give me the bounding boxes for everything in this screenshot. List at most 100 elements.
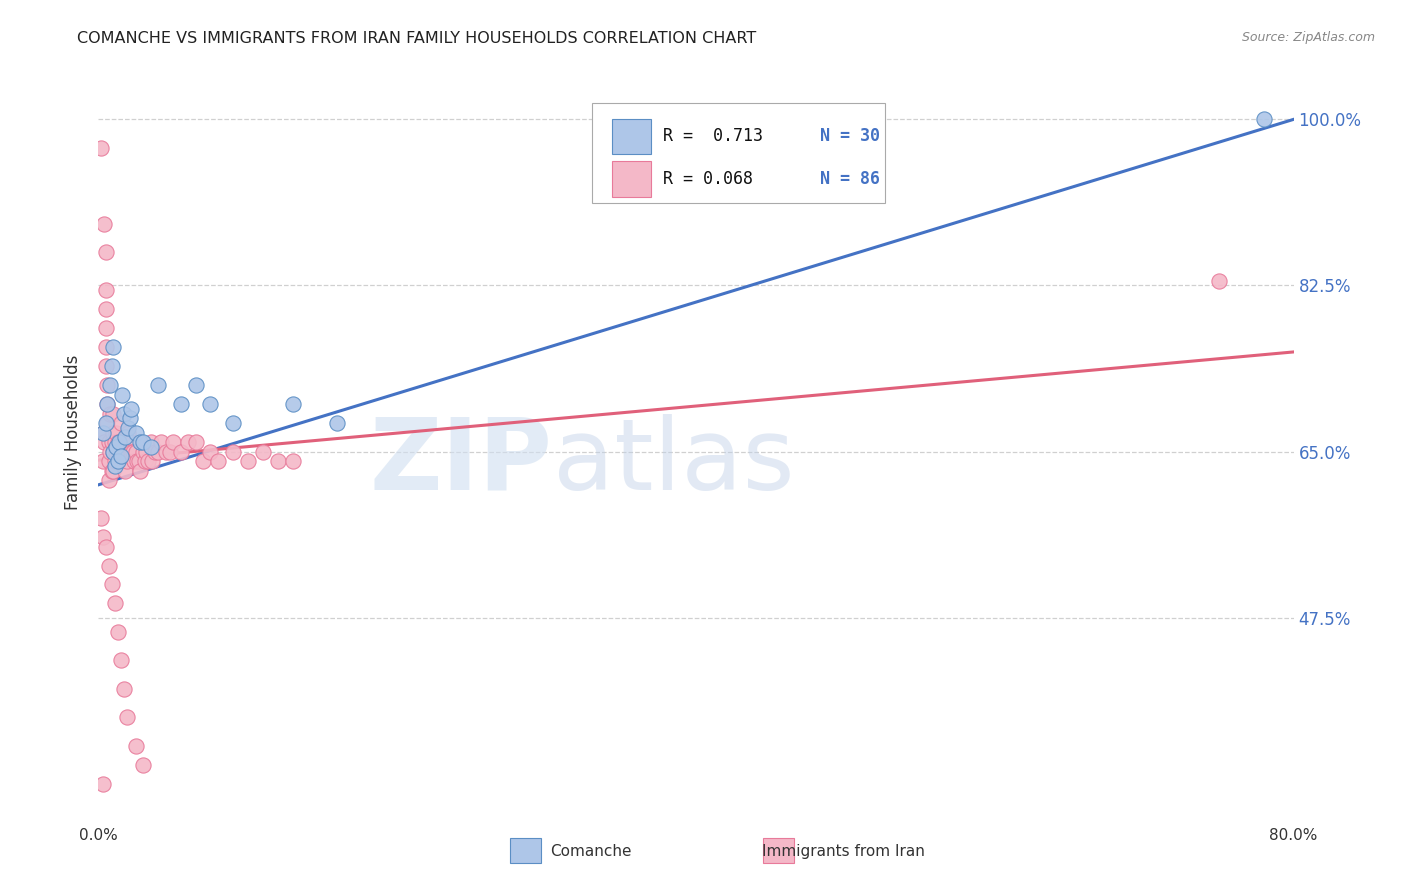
- Point: [114, 430, 136, 444]
- Point: [267, 454, 290, 468]
- Point: [128, 454, 150, 468]
- Point: [148, 444, 170, 458]
- Point: [200, 444, 222, 458]
- Point: [103, 407, 125, 421]
- Bar: [510, 838, 541, 863]
- Point: [177, 435, 200, 450]
- Point: [94, 302, 117, 317]
- Point: [108, 435, 131, 450]
- Text: R =  0.713: R = 0.713: [662, 128, 762, 145]
- Point: [105, 425, 128, 440]
- Point: [120, 401, 142, 416]
- Point: [159, 444, 181, 458]
- Point: [127, 454, 149, 468]
- Point: [91, 777, 114, 791]
- Point: [105, 444, 128, 458]
- Point: [115, 710, 138, 724]
- Point: [97, 473, 120, 487]
- Point: [118, 411, 141, 425]
- Point: [143, 444, 166, 458]
- Point: [110, 450, 132, 464]
- Point: [94, 321, 117, 335]
- Bar: [763, 838, 794, 863]
- Point: [184, 435, 207, 450]
- Bar: [613, 119, 651, 154]
- Point: [97, 454, 120, 468]
- Text: Immigrants from Iran: Immigrants from Iran: [762, 845, 925, 859]
- Point: [94, 416, 117, 430]
- Point: [136, 454, 159, 468]
- Point: [125, 444, 148, 458]
- Point: [139, 440, 162, 454]
- Point: [117, 425, 139, 440]
- Text: N = 30: N = 30: [820, 128, 880, 145]
- Point: [222, 444, 245, 458]
- Point: [107, 435, 129, 450]
- Point: [90, 141, 112, 155]
- Point: [252, 444, 274, 458]
- Point: [103, 340, 125, 354]
- Point: [118, 435, 141, 450]
- Point: [111, 387, 134, 401]
- Point: [222, 416, 245, 430]
- Point: [236, 454, 259, 468]
- Point: [104, 597, 127, 611]
- Point: [139, 435, 162, 450]
- Point: [103, 464, 125, 478]
- Point: [132, 435, 155, 450]
- Point: [96, 397, 118, 411]
- Point: [155, 444, 177, 458]
- Point: [94, 245, 117, 260]
- Point: [112, 681, 135, 696]
- Point: [326, 416, 349, 430]
- Point: [1208, 274, 1230, 288]
- Point: [191, 454, 214, 468]
- Point: [94, 540, 117, 554]
- Point: [97, 558, 120, 573]
- Text: COMANCHE VS IMMIGRANTS FROM IRAN FAMILY HOUSEHOLDS CORRELATION CHART: COMANCHE VS IMMIGRANTS FROM IRAN FAMILY …: [77, 31, 756, 46]
- Point: [117, 421, 139, 435]
- Point: [141, 454, 163, 468]
- Point: [98, 444, 122, 458]
- Point: [101, 464, 124, 478]
- Text: N = 86: N = 86: [820, 170, 880, 188]
- Point: [281, 397, 304, 411]
- Point: [115, 454, 138, 468]
- Point: [101, 435, 124, 450]
- Point: [103, 425, 125, 440]
- Point: [98, 407, 122, 421]
- Text: 80.0%: 80.0%: [1270, 828, 1317, 843]
- Point: [93, 217, 115, 231]
- Point: [120, 444, 142, 458]
- Point: [110, 416, 132, 430]
- Point: [96, 397, 118, 411]
- Point: [150, 435, 173, 450]
- Point: [125, 739, 148, 753]
- Point: [94, 340, 117, 354]
- Point: [114, 464, 136, 478]
- Point: [129, 435, 152, 450]
- Point: [169, 397, 191, 411]
- Text: 0.0%: 0.0%: [79, 828, 118, 843]
- Point: [124, 454, 146, 468]
- Point: [91, 454, 114, 468]
- Point: [104, 454, 127, 468]
- Point: [91, 530, 114, 544]
- Point: [110, 653, 132, 667]
- Point: [94, 359, 117, 374]
- Point: [129, 464, 152, 478]
- Y-axis label: Family Households: Family Households: [65, 355, 83, 510]
- Point: [125, 425, 148, 440]
- Point: [132, 757, 155, 772]
- Point: [101, 359, 124, 374]
- Text: Source: ZipAtlas.com: Source: ZipAtlas.com: [1241, 31, 1375, 45]
- Point: [281, 454, 304, 468]
- Point: [108, 444, 131, 458]
- Point: [132, 444, 155, 458]
- FancyBboxPatch shape: [592, 103, 884, 203]
- Point: [114, 444, 136, 458]
- Point: [117, 444, 139, 458]
- Point: [107, 454, 129, 468]
- Point: [96, 416, 118, 430]
- Point: [111, 454, 134, 468]
